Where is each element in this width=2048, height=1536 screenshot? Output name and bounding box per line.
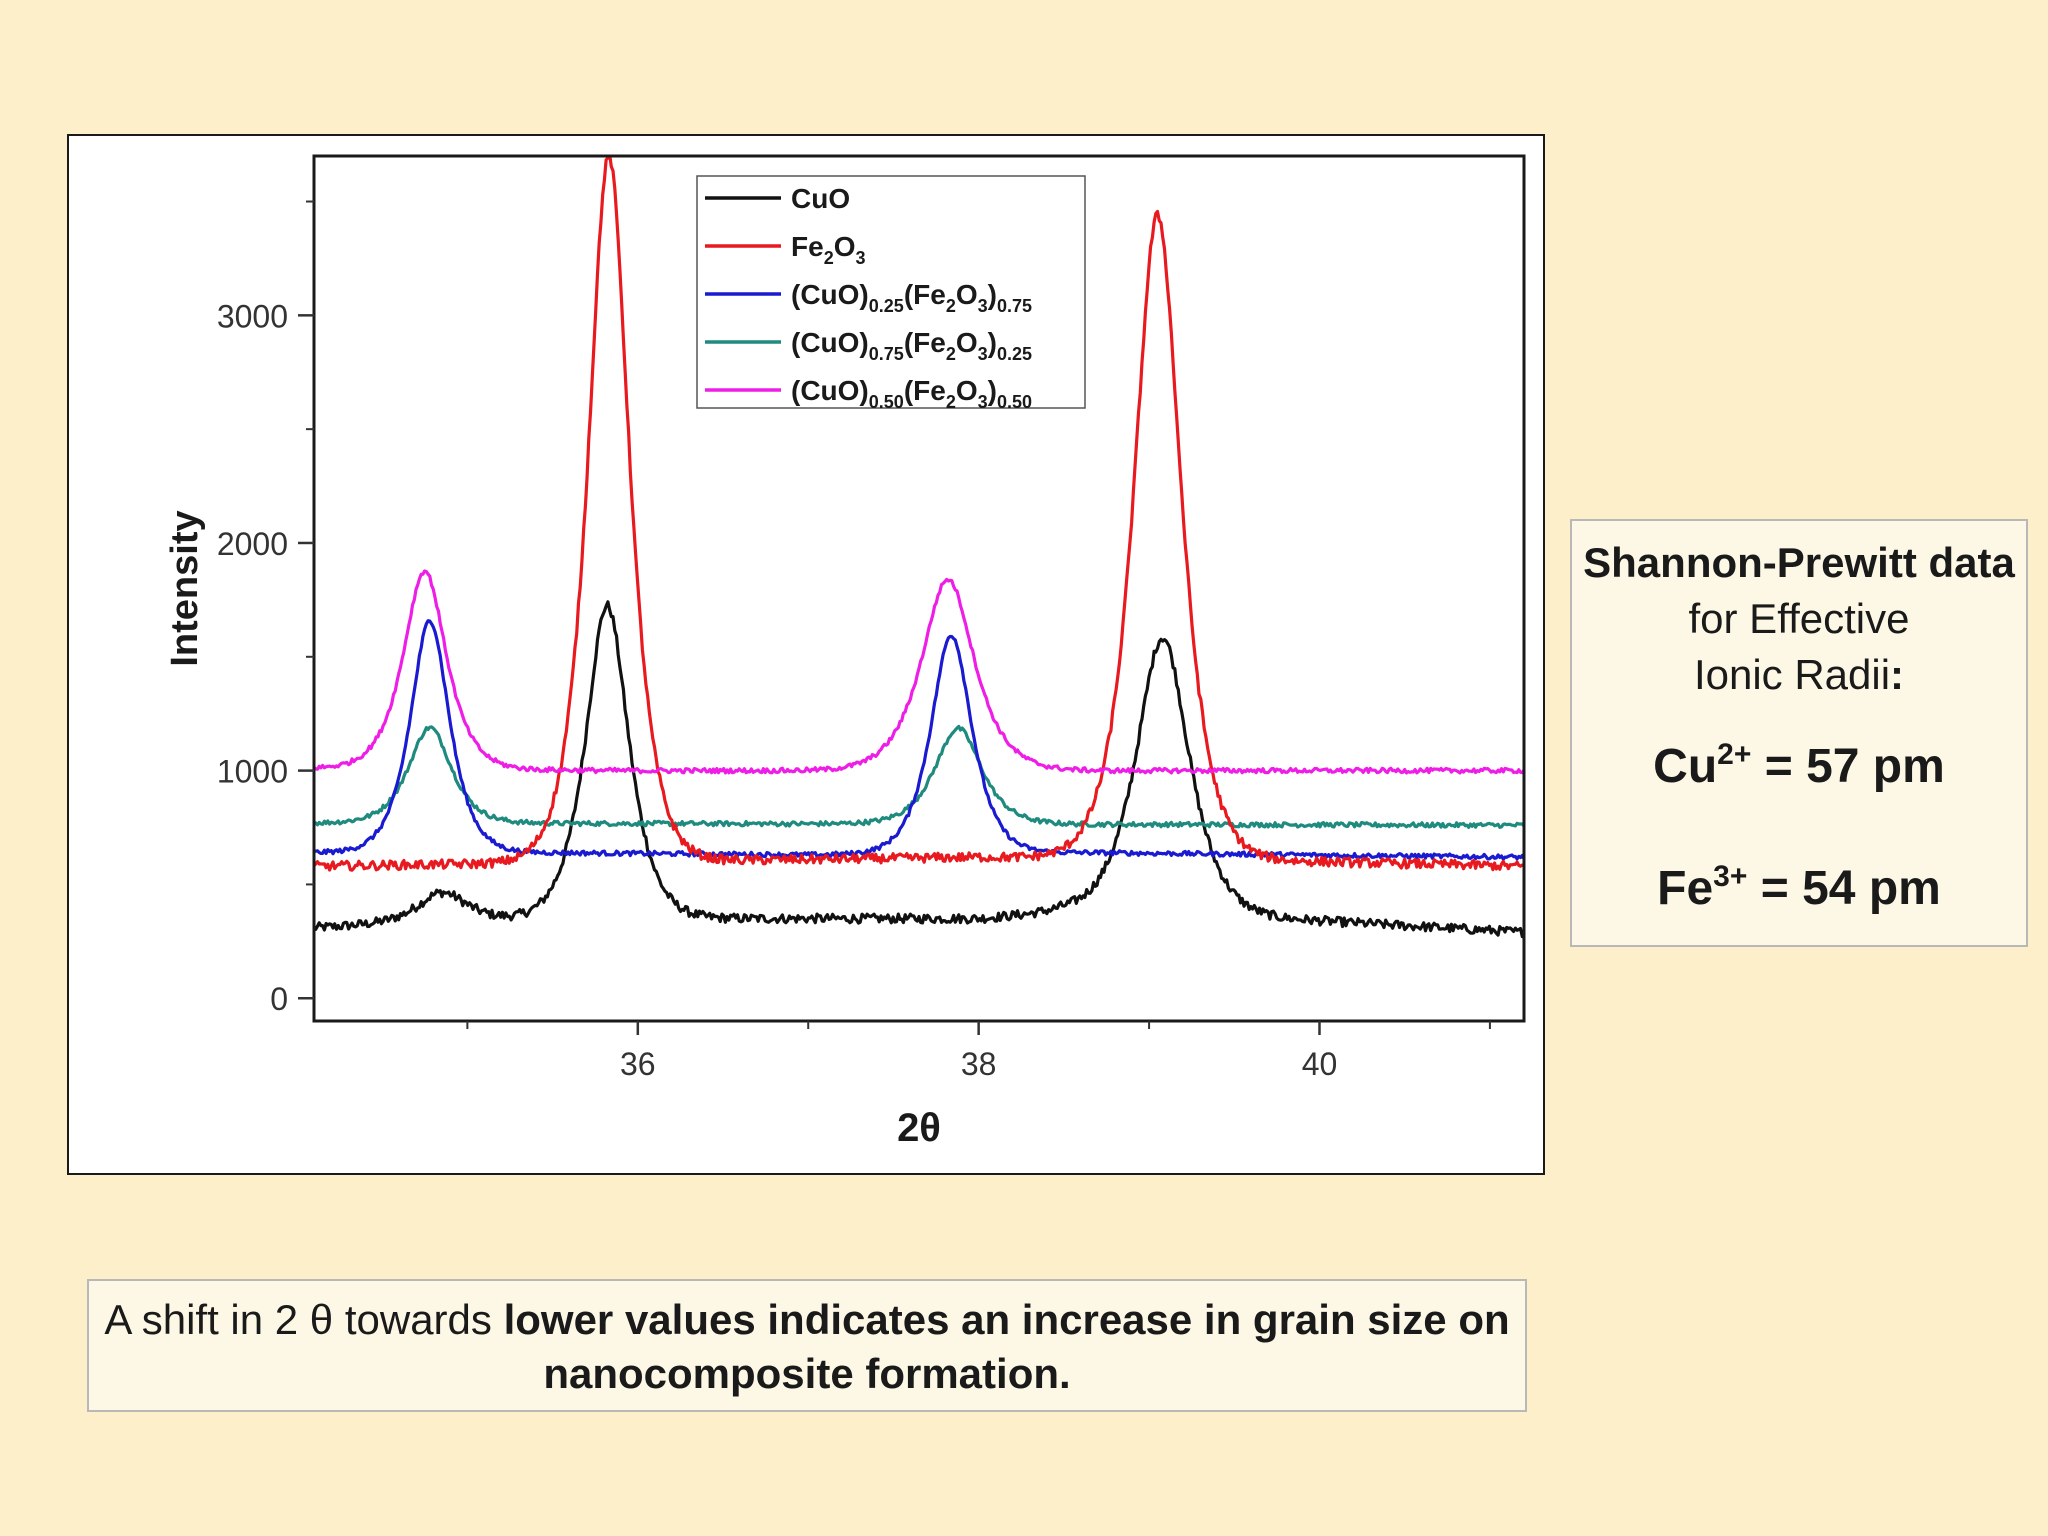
heading-text-1: for Effective bbox=[1688, 595, 1910, 642]
y-tick-label: 1000 bbox=[217, 754, 288, 790]
series-line-cuo050 bbox=[314, 569, 1524, 775]
legend-label-cuo025: (CuO)0.25(Fe2O3)0.75 bbox=[791, 279, 1032, 316]
legend-label-CuO: CuO bbox=[791, 183, 850, 214]
cu-symbol: Cu bbox=[1653, 740, 1718, 793]
cu-value: = 57 pm bbox=[1751, 740, 1945, 793]
series-line-CuO bbox=[314, 600, 1524, 939]
caption-normal: A shift in 2 θ towards bbox=[104, 1296, 504, 1343]
fe-charge: 3+ bbox=[1713, 860, 1748, 893]
legend-label-cuo075: (CuO)0.75(Fe2O3)0.25 bbox=[791, 327, 1032, 364]
x-tick-label: 40 bbox=[1302, 1046, 1338, 1082]
series-line-cuo075 bbox=[314, 724, 1524, 829]
plot-area-border bbox=[312, 154, 1526, 1023]
x-tick-label: 38 bbox=[961, 1046, 997, 1082]
ionic-radii-heading: Shannon-Prewitt data for Effective Ionic… bbox=[1572, 535, 2026, 703]
series-line-Fe2O3 bbox=[314, 156, 1524, 872]
heading-bold-text: Shannon-Prewitt data bbox=[1583, 539, 2015, 586]
y-tick-label: 2000 bbox=[217, 526, 288, 562]
xrd-chart: 0 1000 2000 3000 36 38 40 2θ Intensity CuO Fe2O3 (C… bbox=[164, 154, 1526, 1150]
y-tick-label: 0 bbox=[270, 981, 288, 1017]
series-line-cuo025 bbox=[314, 619, 1524, 861]
ionic-radii-box: Shannon-Prewitt data for Effective Ionic… bbox=[1570, 519, 2028, 947]
y-tick-label: 3000 bbox=[217, 298, 288, 334]
caption-box: A shift in 2 θ towards lower values indi… bbox=[87, 1279, 1527, 1412]
legend-label-cuo050: (CuO)0.50(Fe2O3)0.50 bbox=[791, 375, 1032, 412]
cu-charge: 2+ bbox=[1717, 738, 1752, 771]
heading-colon: : bbox=[1890, 651, 1905, 698]
legend: CuO Fe2O3 (CuO)0.25(Fe2O3)0.75 (CuO)0.75(Fe… bbox=[696, 175, 1086, 412]
fe-symbol: Fe bbox=[1657, 862, 1714, 915]
legend-label-Fe2O3: Fe2O3 bbox=[791, 231, 866, 268]
heading-text-2: Ionic Radii bbox=[1693, 651, 1891, 698]
y-axis-label: Intensity bbox=[164, 510, 206, 666]
cu-radius: Cu2+ = 57 pm bbox=[1572, 737, 2026, 797]
fe-value: = 54 pm bbox=[1747, 862, 1941, 915]
chart-frame: 0 1000 2000 3000 36 38 40 2θ Intensity CuO Fe2O3 (C… bbox=[67, 134, 1545, 1175]
caption-bold: lower values indicates an increase in gr… bbox=[503, 1296, 1510, 1397]
x-axis-label: 2θ bbox=[897, 1106, 941, 1150]
x-tick-label: 36 bbox=[620, 1046, 656, 1082]
legend-box bbox=[696, 175, 1086, 409]
fe-radius: Fe3+ = 54 pm bbox=[1572, 859, 2026, 919]
